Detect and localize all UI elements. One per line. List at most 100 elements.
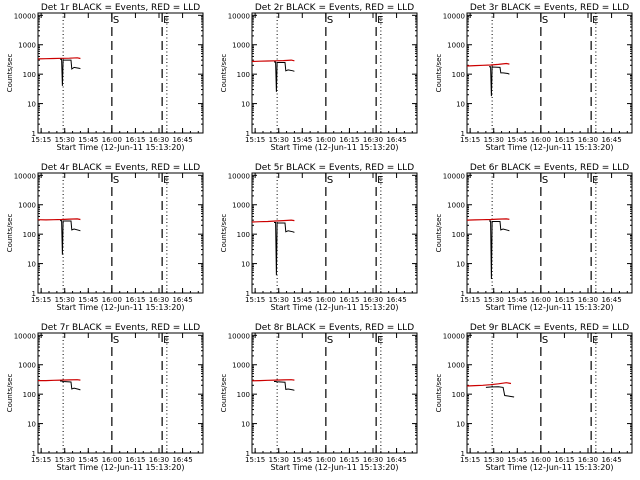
y-tick-label: 1000 — [18, 362, 36, 370]
y-tick-label: 100 — [23, 71, 36, 79]
x-axis-label: Start Time (12-Jun-11 15:13:20) — [271, 303, 399, 312]
panel-title: Det 9r BLACK = Events, RED = LLD — [470, 323, 629, 333]
lld-series-line — [37, 57, 81, 60]
x-tick-label: 16:30 — [149, 296, 169, 304]
x-tick-label: 16:00 — [316, 456, 336, 464]
x-tick-label: 15:45 — [507, 136, 527, 144]
y-tick-label: 1 — [32, 130, 36, 138]
y-tick-label: 10 — [456, 421, 465, 429]
plot-frame — [251, 172, 418, 294]
x-tick-label: 16:45 — [172, 296, 192, 304]
y-tick-label: 10 — [456, 261, 465, 269]
marker-label: S — [542, 15, 548, 26]
x-tick-label: 16:30 — [363, 296, 383, 304]
events-series-line — [485, 386, 515, 398]
x-axis-label: Start Time (12-Jun-11 15:13:20) — [271, 463, 399, 472]
events-series-line — [60, 220, 81, 255]
events-series-line — [60, 380, 81, 391]
lld-series-line — [251, 379, 295, 382]
marker-label: E — [163, 335, 169, 346]
x-tick-label: 15:30 — [55, 136, 75, 144]
x-tick-label: 16:15 — [125, 136, 145, 144]
x-tick-label: 16:00 — [102, 136, 122, 144]
x-tick-label: 16:45 — [386, 456, 406, 464]
panel-det-3: Det 3r BLACK = Events, RED = LLD 15:15 15:… — [435, 3, 633, 152]
panel-det-8: Det 8r BLACK = Events, RED = LLD 15:15 15:… — [220, 323, 418, 472]
marker-label: E — [377, 175, 383, 186]
y-tick-label: 10 — [27, 101, 36, 109]
x-tick-label: 16:00 — [316, 296, 336, 304]
x-tick-label: 16:15 — [554, 296, 574, 304]
x-tick-label: 16:45 — [601, 296, 621, 304]
y-tick-label: 10 — [27, 421, 36, 429]
plot-frame — [466, 332, 633, 454]
x-tick-label: 16:00 — [316, 136, 336, 144]
marker-label: E — [377, 335, 383, 346]
x-axis-label: Start Time (12-Jun-11 15:13:20) — [271, 143, 399, 152]
panel-title: Det 7r BLACK = Events, RED = LLD — [41, 323, 200, 333]
plot-frame — [37, 332, 204, 454]
y-axis-label: Counts/sec — [220, 214, 228, 253]
y-tick-label: 10000 — [228, 12, 250, 20]
y-axis-label: Counts/sec — [435, 54, 443, 93]
y-tick-label: 10 — [456, 101, 465, 109]
events-series-line — [60, 58, 81, 86]
y-tick-label: 100 — [23, 231, 36, 239]
x-tick-label: 16:45 — [172, 456, 192, 464]
plot-frame — [251, 332, 418, 454]
marker-label: E — [592, 15, 598, 26]
events-series-line — [489, 66, 510, 97]
x-tick-label: 15:45 — [78, 456, 98, 464]
x-tick-label: 15:15 — [245, 456, 265, 464]
y-axis-label: Counts/sec — [435, 214, 443, 253]
x-axis-label: Start Time (12-Jun-11 15:13:20) — [486, 463, 614, 472]
x-tick-label: 16:30 — [363, 456, 383, 464]
x-tick-label: 16:15 — [339, 136, 359, 144]
y-tick-label: 1000 — [232, 362, 250, 370]
x-tick-label: 16:00 — [102, 296, 122, 304]
y-tick-label: 100 — [23, 391, 36, 399]
x-tick-label: 15:45 — [507, 456, 527, 464]
panel-det-6: Det 6r BLACK = Events, RED = LLD 15:15 15:… — [435, 163, 633, 312]
x-tick-label: 15:30 — [269, 456, 289, 464]
events-series-line — [274, 61, 295, 92]
panel-title: Det 3r BLACK = Events, RED = LLD — [470, 3, 629, 13]
plot-frame — [251, 12, 418, 134]
x-tick-label: 15:15 — [31, 456, 51, 464]
marker-label: S — [113, 335, 119, 346]
y-tick-label: 1000 — [18, 42, 36, 50]
x-tick-label: 16:15 — [339, 456, 359, 464]
y-tick-label: 1 — [32, 450, 36, 458]
marker-label: S — [542, 335, 548, 346]
y-tick-label: 1 — [246, 290, 250, 298]
panel-det-7: Det 7r BLACK = Events, RED = LLD 15:15 15:… — [6, 323, 204, 472]
x-tick-label: 15:45 — [78, 136, 98, 144]
events-series-line — [489, 220, 510, 280]
x-tick-label: 16:15 — [125, 296, 145, 304]
y-tick-label: 10 — [241, 261, 250, 269]
panel-title: Det 1r BLACK = Events, RED = LLD — [41, 3, 200, 13]
marker-label: E — [592, 335, 598, 346]
panel-title: Det 4r BLACK = Events, RED = LLD — [41, 163, 200, 173]
x-tick-label: 16:30 — [578, 456, 598, 464]
panel-det-1: Det 1r BLACK = Events, RED = LLD 15:15 15:… — [6, 3, 204, 152]
x-tick-label: 16:15 — [554, 136, 574, 144]
x-tick-label: 16:30 — [578, 296, 598, 304]
events-series-line — [274, 222, 295, 276]
y-tick-label: 10000 — [14, 12, 36, 20]
x-tick-label: 16:45 — [172, 136, 192, 144]
lld-series-line — [466, 382, 512, 387]
lld-series-line — [251, 59, 295, 63]
x-tick-label: 15:15 — [31, 136, 51, 144]
x-tick-label: 15:45 — [292, 296, 312, 304]
marker-label: E — [163, 15, 169, 26]
y-tick-label: 1000 — [447, 362, 465, 370]
y-tick-label: 100 — [452, 71, 465, 79]
panel-title: Det 6r BLACK = Events, RED = LLD — [470, 163, 629, 173]
marker-label: S — [327, 335, 333, 346]
y-tick-label: 1000 — [447, 202, 465, 210]
y-tick-label: 10000 — [228, 172, 250, 180]
x-tick-label: 15:15 — [460, 456, 480, 464]
x-axis-label: Start Time (12-Jun-11 15:13:20) — [57, 303, 185, 312]
